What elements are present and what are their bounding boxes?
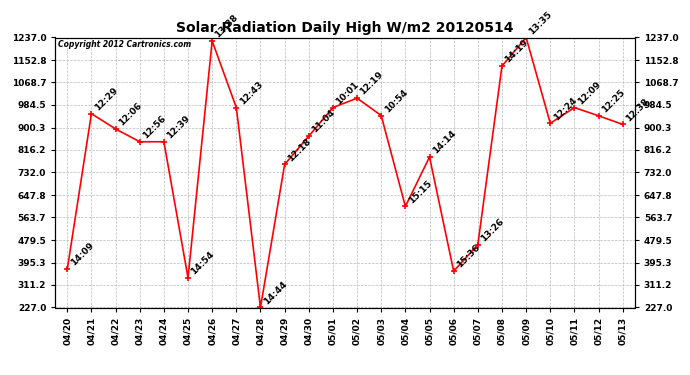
Text: 13:38: 13:38 [214, 13, 240, 40]
Title: Solar Radiation Daily High W/m2 20120514: Solar Radiation Daily High W/m2 20120514 [176, 21, 514, 35]
Text: 12:56: 12:56 [141, 114, 168, 140]
Text: 12:38: 12:38 [624, 96, 651, 123]
Text: 14:19: 14:19 [504, 38, 530, 65]
Text: 13:35: 13:35 [528, 9, 554, 36]
Text: 12:39: 12:39 [166, 114, 192, 140]
Text: 12:25: 12:25 [600, 88, 627, 114]
Text: 14:54: 14:54 [190, 250, 216, 276]
Text: 12:29: 12:29 [93, 86, 119, 112]
Text: 12:18: 12:18 [286, 136, 313, 163]
Text: 14:44: 14:44 [262, 279, 288, 306]
Text: 10:54: 10:54 [383, 88, 409, 114]
Text: 12:09: 12:09 [576, 80, 602, 106]
Text: 14:14: 14:14 [431, 129, 457, 156]
Text: 12:24: 12:24 [552, 95, 578, 122]
Text: 12:43: 12:43 [238, 80, 264, 106]
Text: 11:04: 11:04 [310, 108, 337, 135]
Text: 12:06: 12:06 [117, 101, 144, 128]
Text: 15:36: 15:36 [455, 243, 482, 270]
Text: Copyright 2012 Cartronics.com: Copyright 2012 Cartronics.com [58, 40, 191, 49]
Text: 13:26: 13:26 [480, 217, 506, 243]
Text: 10:01: 10:01 [335, 80, 361, 106]
Text: 12:19: 12:19 [359, 70, 385, 97]
Text: 15:15: 15:15 [407, 178, 433, 205]
Text: 14:09: 14:09 [69, 241, 95, 268]
